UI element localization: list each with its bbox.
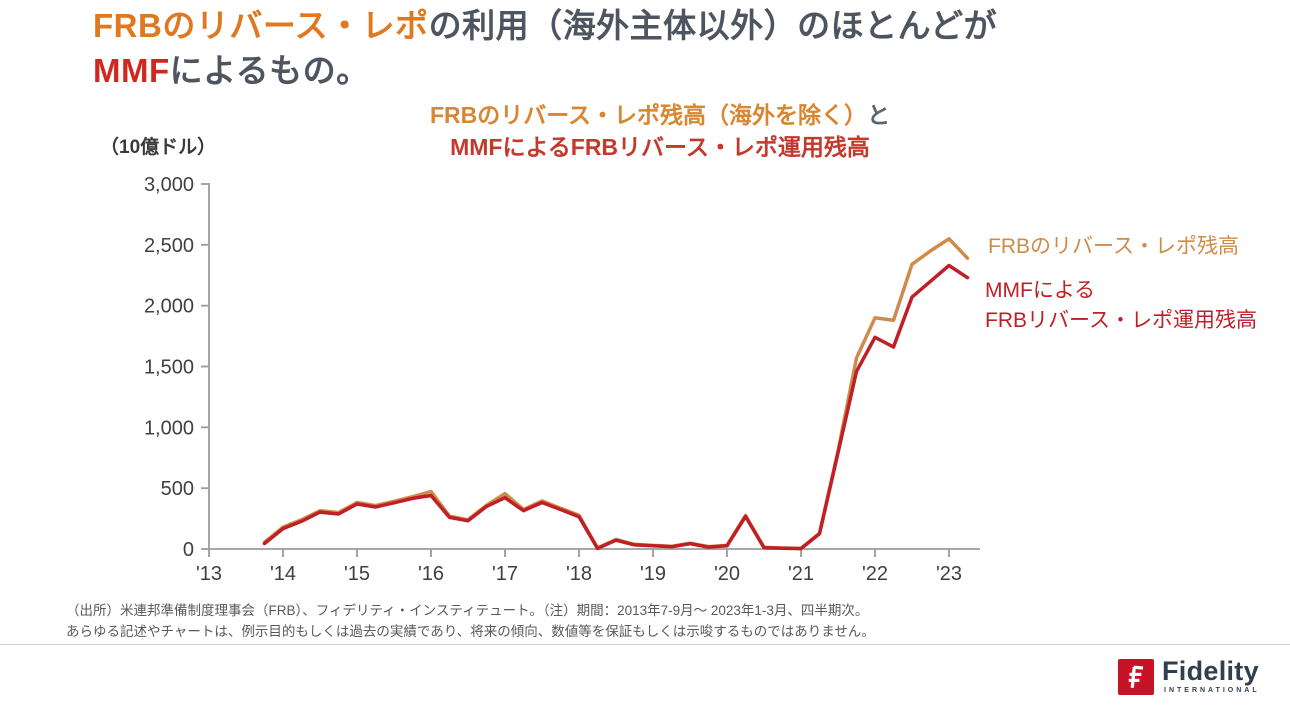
chart-title-line1: FRBのリバース・レポ残高（海外を除く）と [280, 100, 1040, 132]
fidelity-f-icon [1118, 659, 1154, 695]
fidelity-f-glyph [1128, 665, 1144, 688]
x-tick-label: '21 [788, 563, 814, 585]
page-title: FRBのリバース・レポの利用（海外主体以外）のほとんどが MMFによるもの。 [93, 4, 1233, 93]
title-segment: MMFによるFRBリバース・レポ運用残高 [450, 133, 870, 160]
disclaimer-note: あらゆる記述やチャートは、例示目的もしくは過去の実績であり、将来の傾向、数値等を… [66, 623, 875, 639]
x-tick-label: '14 [270, 563, 296, 585]
title-segment: FRBのリバース・レポ [93, 7, 429, 44]
legend-label-mmf-reverse-repo: MMFによる FRBリバース・レポ運用残高 [985, 279, 1257, 332]
x-tick-label: '16 [418, 563, 444, 585]
x-tick-label: '23 [936, 563, 962, 585]
fidelity-logo: Fidelity INTERNATIONAL [1118, 656, 1268, 700]
chart-title-line2: MMFによるFRBリバース・レポ運用残高 [280, 132, 1040, 164]
x-tick-label: '20 [714, 563, 740, 585]
x-tick-label: '18 [566, 563, 592, 585]
fidelity-logo-subtext: INTERNATIONAL [1164, 687, 1260, 694]
page-title-line1: FRBのリバース・レポの利用（海外主体以外）のほとんどが [93, 4, 1233, 49]
x-tick-label: '13 [196, 563, 222, 585]
title-segment: によるもの。 [169, 51, 370, 89]
y-axis-unit-label: （10億ドル） [100, 137, 217, 158]
y-tick-label: 0 [183, 539, 194, 561]
source-note: （出所）米連邦準備制度理事会（FRB）、フィデリティ・インスティテュート。（注）… [66, 603, 869, 618]
y-tick-label: 3,000 [144, 174, 194, 196]
legend-label-frb-reverse-repo: FRBのリバース・レポ残高 [988, 235, 1239, 258]
x-tick-label: '22 [862, 563, 888, 585]
y-tick-label: 1,500 [144, 357, 194, 379]
y-tick-label: 500 [161, 478, 194, 500]
title-segment: の利用（海外主体以外）のほとんどが [428, 7, 998, 44]
y-tick-label: 2,500 [144, 235, 194, 257]
title-segment: FRBのリバース・レポ残高（海外を除く） [429, 102, 868, 128]
x-tick-label: '17 [492, 563, 518, 585]
fidelity-logo-text: Fidelity [1162, 656, 1259, 686]
chart-line-1 [262, 263, 970, 551]
title-segment: MMF [93, 51, 170, 89]
footer-divider [0, 644, 1290, 645]
page-title-line2: MMFによるもの。 [93, 49, 1233, 94]
chart-title: FRBのリバース・レポ残高（海外を除く）と MMFによるFRBリバース・レポ運用… [280, 100, 1040, 163]
x-tick-label: '19 [640, 563, 666, 585]
y-tick-label: 1,000 [144, 417, 194, 439]
y-tick-label: 2,000 [144, 296, 194, 318]
chart-line-0 [262, 237, 970, 551]
x-tick-label: '15 [344, 563, 370, 585]
title-segment: と [867, 102, 891, 128]
